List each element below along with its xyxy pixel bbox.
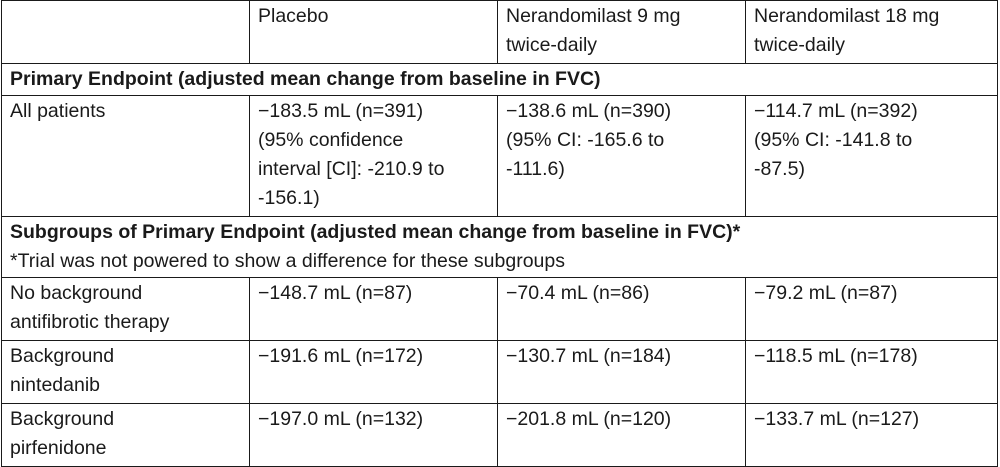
placebo-cell: −148.7 mL (n=87): [249, 277, 498, 341]
placebo-cell: −183.5 mL (n=391) (95% confidence interv…: [249, 95, 498, 217]
subgroup-section-row: Subgroups of Primary Endpoint (adjusted …: [1, 216, 998, 278]
row-label: All patients: [1, 95, 250, 217]
header-placebo: Placebo: [249, 0, 498, 64]
dose9-cell: −130.7 mL (n=184): [497, 340, 746, 404]
row-label: Background pirfenidone: [1, 403, 250, 467]
primary-section-title: Primary Endpoint (adjusted mean change f…: [1, 63, 998, 96]
row-label: Background nintedanib: [1, 340, 250, 404]
table-row: Background nintedanib −191.6 mL (n=172) …: [1, 340, 998, 404]
placebo-cell: −197.0 mL (n=132): [249, 403, 498, 467]
table-row: All patients −183.5 mL (n=391) (95% conf…: [1, 95, 998, 217]
header-row: Placebo Nerandomilast 9 mg twice-daily N…: [1, 0, 998, 64]
row-label: No background antifibrotic therapy: [1, 277, 250, 341]
placebo-cell: −191.6 mL (n=172): [249, 340, 498, 404]
dose9-cell: −70.4 mL (n=86): [497, 277, 746, 341]
header-empty-cell: [1, 0, 250, 64]
dose18-cell: −79.2 mL (n=87): [745, 277, 998, 341]
subgroup-footnote: *Trial was not powered to show a differe…: [10, 250, 565, 272]
header-nerandomilast-9mg: Nerandomilast 9 mg twice-daily: [497, 0, 746, 64]
subgroup-section-cell: Subgroups of Primary Endpoint (adjusted …: [1, 216, 998, 278]
subgroup-section-title: Subgroups of Primary Endpoint (adjusted …: [10, 221, 741, 243]
table-row: No background antifibrotic therapy −148.…: [1, 277, 998, 341]
primary-section-row: Primary Endpoint (adjusted mean change f…: [1, 63, 998, 96]
dose9-cell: −138.6 mL (n=390) (95% CI: -165.6 to -11…: [497, 95, 746, 217]
header-nerandomilast-18mg: Nerandomilast 18 mg twice-daily: [745, 0, 998, 64]
dose18-cell: −114.7 mL (n=392) (95% CI: -141.8 to -87…: [745, 95, 998, 217]
dose9-cell: −201.8 mL (n=120): [497, 403, 746, 467]
dose18-cell: −118.5 mL (n=178): [745, 340, 998, 404]
dose18-cell: −133.7 mL (n=127): [745, 403, 998, 467]
table-row: Background pirfenidone −197.0 mL (n=132)…: [1, 403, 998, 467]
